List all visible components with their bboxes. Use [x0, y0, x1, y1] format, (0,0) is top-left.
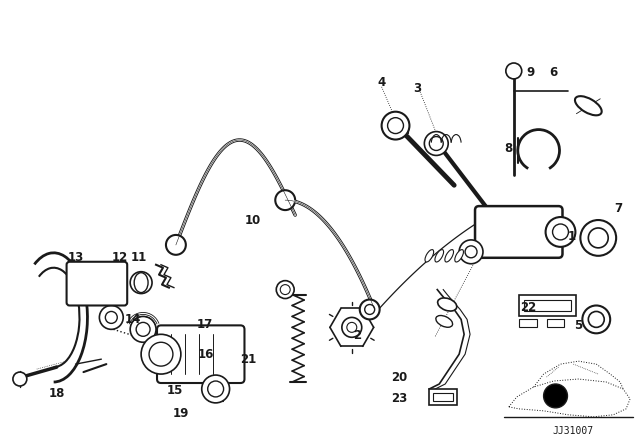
Text: 21: 21	[241, 353, 257, 366]
Circle shape	[429, 137, 444, 151]
Text: 8: 8	[505, 142, 513, 155]
Text: 4: 4	[378, 76, 386, 90]
Circle shape	[459, 240, 483, 264]
Text: 20: 20	[392, 370, 408, 383]
Text: 13: 13	[67, 251, 84, 264]
Circle shape	[342, 318, 362, 337]
Text: 9: 9	[527, 66, 535, 79]
Bar	[519, 319, 537, 327]
Bar	[433, 393, 453, 401]
Text: JJ31007: JJ31007	[553, 426, 594, 436]
Bar	[519, 294, 577, 316]
Circle shape	[166, 235, 186, 255]
Circle shape	[130, 271, 152, 293]
Text: 6: 6	[549, 66, 557, 79]
Circle shape	[552, 224, 568, 240]
Circle shape	[202, 375, 230, 403]
Circle shape	[588, 228, 608, 248]
Circle shape	[381, 112, 410, 139]
Circle shape	[360, 300, 380, 319]
Circle shape	[545, 217, 575, 247]
Circle shape	[580, 220, 616, 256]
Ellipse shape	[435, 250, 444, 262]
Circle shape	[465, 246, 477, 258]
Text: 5: 5	[574, 319, 582, 332]
Circle shape	[136, 323, 150, 336]
Ellipse shape	[455, 250, 463, 262]
Circle shape	[588, 311, 604, 327]
Circle shape	[130, 316, 156, 342]
Text: 11: 11	[131, 251, 147, 264]
Circle shape	[365, 305, 374, 314]
Circle shape	[106, 311, 117, 323]
Ellipse shape	[438, 298, 457, 311]
Circle shape	[99, 306, 124, 329]
Circle shape	[506, 63, 522, 79]
FancyBboxPatch shape	[67, 262, 127, 306]
Text: 14: 14	[125, 313, 141, 326]
Circle shape	[141, 334, 181, 374]
Text: 7: 7	[614, 202, 622, 215]
Ellipse shape	[445, 250, 454, 262]
Text: 18: 18	[49, 388, 65, 401]
Circle shape	[543, 384, 568, 408]
Circle shape	[347, 323, 356, 332]
Circle shape	[582, 306, 610, 333]
Circle shape	[149, 342, 173, 366]
Text: 15: 15	[166, 384, 183, 397]
Text: 17: 17	[196, 318, 213, 331]
Circle shape	[280, 284, 290, 294]
Text: 23: 23	[392, 392, 408, 405]
Text: 22: 22	[520, 301, 537, 314]
FancyBboxPatch shape	[475, 206, 563, 258]
Ellipse shape	[425, 250, 434, 262]
Circle shape	[208, 381, 223, 397]
Bar	[524, 300, 572, 311]
FancyBboxPatch shape	[157, 325, 244, 383]
Bar	[547, 319, 564, 327]
Ellipse shape	[436, 315, 452, 327]
Circle shape	[276, 280, 294, 298]
Circle shape	[13, 372, 27, 386]
Circle shape	[135, 277, 147, 289]
Text: 3: 3	[413, 82, 422, 95]
Text: 1: 1	[568, 230, 575, 243]
Text: 12: 12	[112, 251, 129, 264]
Text: 2: 2	[353, 329, 361, 342]
Text: 16: 16	[198, 348, 214, 361]
Text: 19: 19	[173, 407, 189, 420]
Bar	[429, 389, 457, 405]
Circle shape	[388, 118, 403, 134]
Ellipse shape	[134, 273, 148, 293]
Ellipse shape	[575, 96, 602, 115]
Text: 10: 10	[244, 214, 260, 227]
Circle shape	[424, 132, 448, 155]
Circle shape	[275, 190, 295, 210]
